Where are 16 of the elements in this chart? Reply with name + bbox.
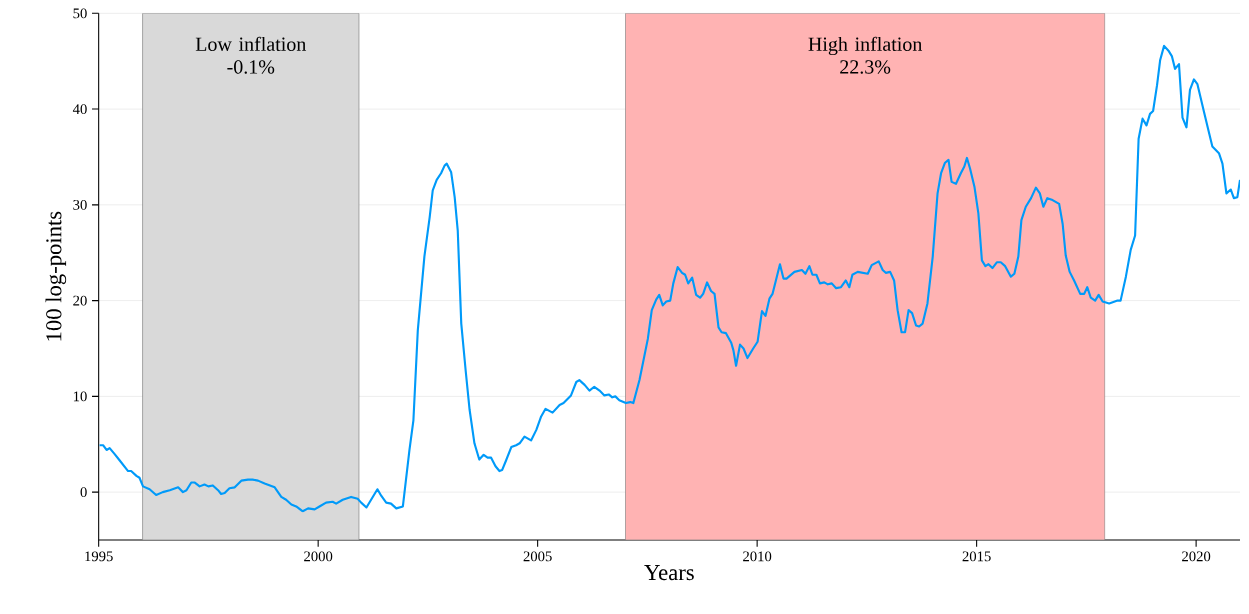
band-label: Low inflation -0.1% bbox=[195, 36, 307, 74]
y-tick-label: 40 bbox=[72, 104, 87, 115]
y-tick-label: 30 bbox=[73, 199, 87, 210]
x-axis-title: Years bbox=[644, 565, 694, 581]
band-label: High inflation 22.3% bbox=[808, 36, 923, 74]
y-tick-label: 50 bbox=[73, 8, 87, 19]
x-tick-label: 2005 bbox=[523, 551, 552, 562]
y-tick-label: 0 bbox=[80, 487, 87, 498]
x-tick-label: 2010 bbox=[743, 551, 772, 562]
x-tick-label: 2015 bbox=[962, 551, 991, 562]
x-tick-label: 1995 bbox=[85, 551, 113, 562]
y-tick-label: 20 bbox=[73, 295, 87, 306]
x-tick-label: 2020 bbox=[1182, 551, 1211, 562]
y-tick-label: 10 bbox=[73, 391, 87, 402]
y-axis-title: 100 log-points bbox=[45, 211, 67, 341]
x-tick-label: 2000 bbox=[304, 551, 333, 562]
